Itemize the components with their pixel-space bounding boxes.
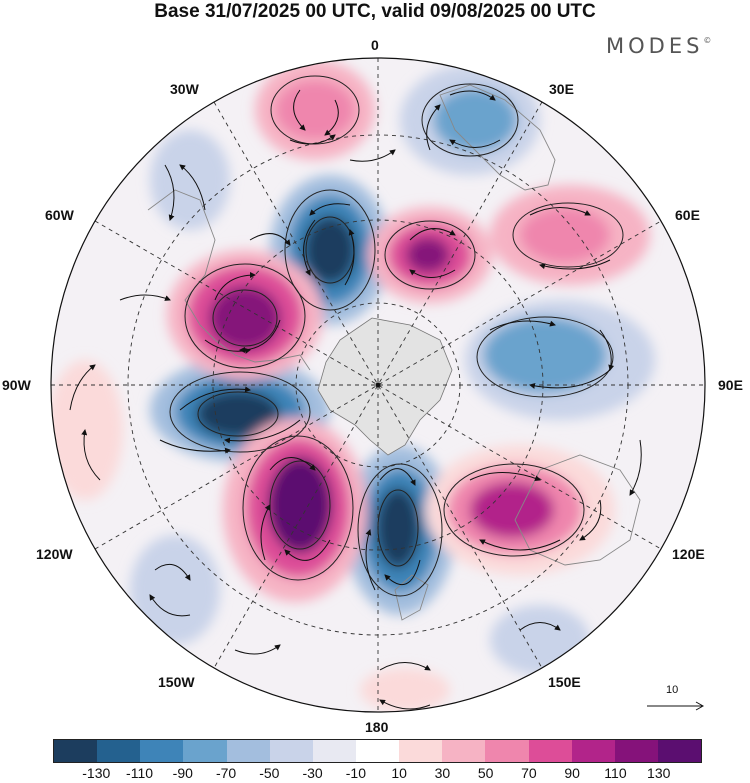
- lon-label-180: 180: [365, 719, 389, 735]
- colorbar-tick-label: -30: [302, 765, 323, 781]
- lon-label-150e: 150E: [548, 674, 581, 690]
- new-zealand-coast: [394, 574, 429, 621]
- lon-label-60w: 60W: [45, 207, 74, 223]
- colorbar-tick-label: -110: [126, 765, 154, 781]
- lon-label-30w: 30W: [170, 81, 199, 97]
- colorbar-swatch: [399, 740, 443, 762]
- colorbar-tick-label: -90: [172, 765, 193, 781]
- south-america-coast: [147, 189, 311, 371]
- colorbar-tick-label: 30: [434, 765, 451, 781]
- colorbar-swatch: [614, 740, 658, 762]
- lon-label-150w: 150W: [158, 674, 195, 690]
- colorbar-tick-label: 50: [477, 765, 494, 781]
- colorbar-tick-label: 130: [647, 765, 671, 781]
- modes-logo: MODES©: [606, 34, 711, 58]
- polar-map: [50, 57, 706, 713]
- logo-text: MODES: [606, 34, 704, 58]
- colorbar-tick-label: -10: [345, 765, 366, 781]
- colorbar-swatch: [355, 740, 400, 762]
- south-pole-marker: [375, 382, 381, 388]
- graticule: [51, 58, 705, 712]
- colorbar-tick-label: 90: [564, 765, 580, 781]
- antarctica-landmass: [317, 317, 453, 456]
- colorbar-tick-label: 110: [604, 765, 627, 781]
- copyright-mark: ©: [703, 36, 712, 45]
- colorbar-swatch: [183, 740, 227, 762]
- colorbar-swatch: [140, 740, 184, 762]
- map-title: Base 31/07/2025 00 UTC, valid 09/08/2025…: [154, 1, 596, 22]
- colorbar-tick-label: 10: [391, 765, 407, 781]
- lon-label-30e: 30E: [549, 81, 574, 97]
- lon-label-0: 0: [371, 37, 379, 53]
- colorbar-swatch: [312, 740, 356, 762]
- colorbar-swatch: [657, 740, 702, 762]
- colorbar-tick-label: -50: [259, 765, 280, 781]
- colorbar-swatch: [571, 740, 615, 762]
- colorbar-swatch: [54, 740, 98, 762]
- colorbar-swatch: [528, 740, 572, 762]
- colorbar-swatch: [485, 740, 529, 762]
- colorbar: [53, 739, 702, 763]
- colorbar-tick-label: -130: [82, 765, 111, 781]
- colorbar-tick-label: 70: [521, 765, 537, 781]
- wind-vectors: [69, 89, 642, 710]
- colorbar-swatch: [269, 740, 313, 762]
- australia-coast: [514, 454, 641, 566]
- map-boundary: [50, 57, 706, 713]
- colorbar-swatch: [226, 740, 270, 762]
- lon-label-60e: 60E: [675, 207, 700, 223]
- colorbar-swatch: [97, 740, 141, 762]
- lon-label-120e: 120E: [672, 546, 705, 562]
- lon-label-120w: 120W: [36, 546, 73, 562]
- colorbar-swatch: [442, 740, 486, 762]
- reference-vector-label: 10: [666, 684, 679, 696]
- lon-label-90e: 90E: [718, 377, 743, 393]
- colorbar-tick-label: -70: [215, 765, 237, 781]
- lon-label-90w: 90W: [2, 377, 31, 393]
- reference-vector-arrow: [647, 701, 705, 711]
